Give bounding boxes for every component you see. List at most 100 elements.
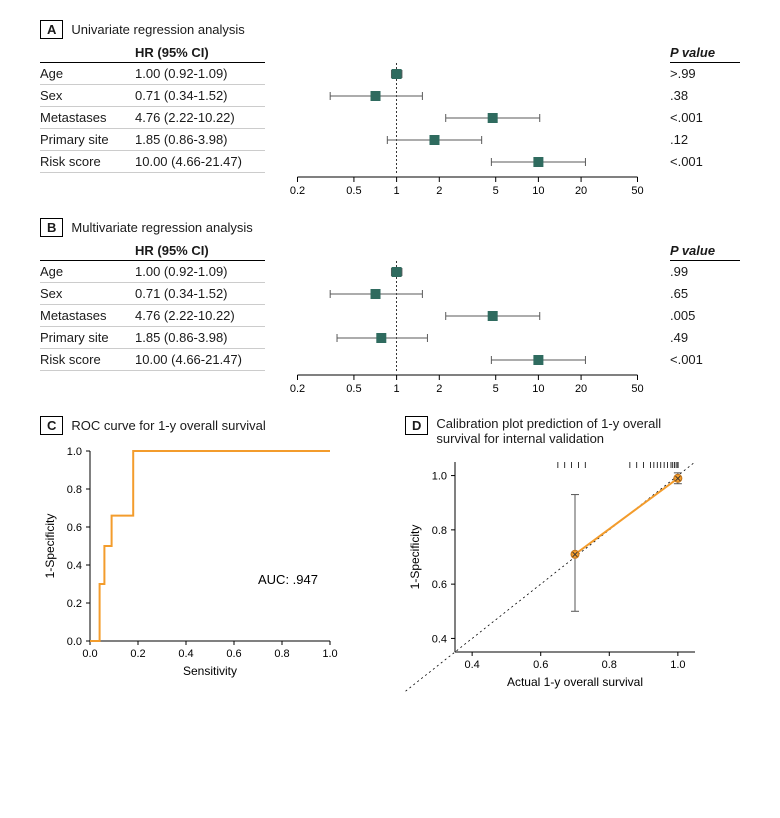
svg-text:AUC: .947: AUC: .947: [258, 572, 318, 587]
row-var: Primary site: [40, 330, 135, 345]
panel-a-table: HR (95% CI) Age1.00 (0.92-1.09)Sex0.71 (…: [40, 45, 265, 173]
row-var: Age: [40, 264, 135, 279]
forest-plot-b: 0.20.5125102050HR (95% CI): [265, 243, 670, 398]
panel-b-table: HR (95% CI) Age1.00 (0.92-1.09)Sex0.71 (…: [40, 243, 265, 371]
panel-b-pvalues: P value .99.65.005.49<.001: [670, 243, 740, 371]
svg-text:HR (95% CI): HR (95% CI): [433, 198, 501, 200]
table-row: Age1.00 (0.92-1.09): [40, 63, 265, 85]
svg-text:20: 20: [575, 185, 587, 197]
row-pvalue: .65: [670, 283, 740, 305]
panel-b-title: Multivariate regression analysis: [71, 220, 252, 235]
svg-text:50: 50: [631, 185, 643, 197]
table-row: Risk score10.00 (4.66-21.47): [40, 151, 265, 173]
row-pvalue: <.001: [670, 107, 740, 129]
svg-text:0.8: 0.8: [602, 659, 617, 671]
row-hr: 0.71 (0.34-1.52): [135, 286, 265, 301]
svg-text:0.4: 0.4: [178, 648, 193, 660]
table-row: Sex0.71 (0.34-1.52): [40, 283, 265, 305]
row-pvalue: <.001: [670, 151, 740, 173]
svg-text:Actual 1-y overall survival: Actual 1-y overall survival: [507, 675, 643, 689]
p-header-b: P value: [670, 243, 715, 258]
panel-c-title: ROC curve for 1-y overall survival: [71, 418, 265, 433]
svg-text:0.4: 0.4: [432, 633, 447, 645]
row-hr: 10.00 (4.66-21.47): [135, 352, 265, 367]
row-hr: 10.00 (4.66-21.47): [135, 154, 265, 169]
svg-text:0.6: 0.6: [533, 659, 548, 671]
svg-text:1.0: 1.0: [432, 471, 447, 483]
p-header-a: P value: [670, 45, 715, 60]
svg-text:1: 1: [394, 185, 400, 197]
row-pvalue: <.001: [670, 349, 740, 371]
svg-text:×: ×: [674, 471, 681, 485]
calibration-plot: 0.4 0.6 0.8 1.0 0.4 0.6 0.8 1.0 × × 1-Specificity A…: [405, 452, 705, 692]
row-pvalue: .99: [670, 261, 740, 283]
row-hr: 4.76 (2.22-10.22): [135, 308, 265, 323]
row-hr: 0.71 (0.34-1.52): [135, 88, 265, 103]
table-row: Risk score10.00 (4.66-21.47): [40, 349, 265, 371]
row-pvalue: .005: [670, 305, 740, 327]
panel-b-letter: B: [40, 218, 63, 237]
col-hr-header-b: HR (95% CI): [135, 243, 265, 258]
panel-a-body: HR (95% CI) Age1.00 (0.92-1.09)Sex0.71 (…: [40, 45, 740, 200]
row-var: Sex: [40, 286, 135, 301]
svg-text:2: 2: [436, 185, 442, 197]
svg-text:1.0: 1.0: [670, 659, 685, 671]
svg-text:1-Specificity: 1-Specificity: [43, 514, 57, 579]
svg-text:1.0: 1.0: [67, 446, 82, 458]
panel-b-header: B Multivariate regression analysis: [40, 218, 740, 237]
svg-text:0.2: 0.2: [130, 648, 145, 660]
bottom-panels: C ROC curve for 1-y overall survival 0.0…: [40, 416, 740, 695]
roc-plot: 0.00.00.20.20.40.40.60.60.80.81.01.0AUC:…: [40, 441, 340, 681]
svg-text:Sensitivity: Sensitivity: [183, 664, 237, 678]
svg-text:5: 5: [493, 383, 499, 395]
svg-text:0.4: 0.4: [464, 659, 479, 671]
svg-text:0.2: 0.2: [290, 383, 305, 395]
row-hr: 1.85 (0.86-3.98): [135, 132, 265, 147]
svg-text:1.0: 1.0: [322, 648, 337, 660]
row-var: Risk score: [40, 352, 135, 367]
table-row: Sex0.71 (0.34-1.52): [40, 85, 265, 107]
panel-a-pvalues: P value >.99.38<.001.12<.001: [670, 45, 740, 173]
row-var: Sex: [40, 88, 135, 103]
row-pvalue: >.99: [670, 63, 740, 85]
row-pvalue: .12: [670, 129, 740, 151]
panel-a-forest: 0.20.5125102050HR (95% CI): [265, 45, 670, 200]
row-hr: 4.76 (2.22-10.22): [135, 110, 265, 125]
svg-text:×: ×: [571, 547, 578, 561]
svg-text:50: 50: [631, 383, 643, 395]
svg-text:1: 1: [394, 383, 400, 395]
col-hr-header: HR (95% CI): [135, 45, 265, 60]
svg-text:0.2: 0.2: [290, 185, 305, 197]
svg-text:0.2: 0.2: [67, 598, 82, 610]
table-row: Metastases4.76 (2.22-10.22): [40, 107, 265, 129]
svg-text:0.6: 0.6: [67, 522, 82, 534]
svg-text:20: 20: [575, 383, 587, 395]
panel-d-title-line2: survival for internal validation: [436, 431, 604, 446]
svg-text:0.4: 0.4: [67, 560, 82, 572]
svg-text:0.0: 0.0: [67, 636, 82, 648]
col-var-header-b: [40, 243, 135, 258]
row-pvalue: .38: [670, 85, 740, 107]
panel-d: D Calibration plot prediction of 1-y ove…: [405, 416, 740, 695]
row-var: Risk score: [40, 154, 135, 169]
panel-a: A Univariate regression analysis HR (95%…: [40, 20, 740, 200]
row-hr: 1.00 (0.92-1.09): [135, 264, 265, 279]
row-var: Metastases: [40, 308, 135, 323]
svg-text:0.8: 0.8: [274, 648, 289, 660]
svg-text:10: 10: [532, 383, 544, 395]
panel-c-letter: C: [40, 416, 63, 435]
svg-text:HR (95% CI): HR (95% CI): [433, 396, 501, 398]
svg-text:0.6: 0.6: [432, 579, 447, 591]
row-var: Metastases: [40, 110, 135, 125]
forest-plot-a: 0.20.5125102050HR (95% CI): [265, 45, 670, 200]
svg-text:2: 2: [436, 383, 442, 395]
panel-d-letter: D: [405, 416, 428, 435]
panel-b-body: HR (95% CI) Age1.00 (0.92-1.09)Sex0.71 (…: [40, 243, 740, 398]
svg-text:0.8: 0.8: [432, 525, 447, 537]
table-row: Primary site1.85 (0.86-3.98): [40, 327, 265, 349]
row-var: Primary site: [40, 132, 135, 147]
svg-text:0.0: 0.0: [82, 648, 97, 660]
panel-d-title: Calibration plot prediction of 1-y overa…: [436, 416, 661, 446]
svg-text:1-Specificity: 1-Specificity: [408, 525, 422, 590]
table-row: Age1.00 (0.92-1.09): [40, 261, 265, 283]
